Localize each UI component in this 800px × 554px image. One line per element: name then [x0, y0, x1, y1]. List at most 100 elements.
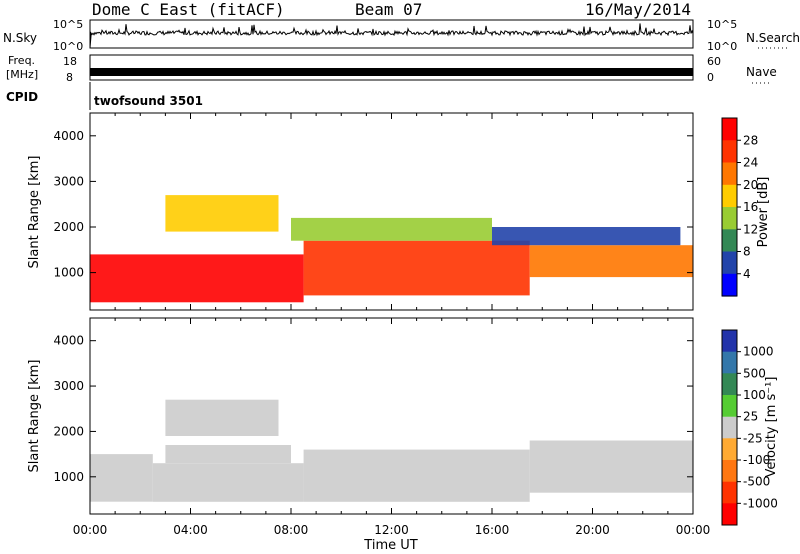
freq-frame — [89, 54, 694, 81]
power-colorbar-label: Power [dB] — [756, 177, 771, 248]
colorbar-tick-label: 8 — [743, 245, 751, 259]
y-tick-label: 4000 — [53, 129, 84, 143]
colorbar-tick-label: 4 — [743, 267, 751, 281]
nsky-left-bottom-tick: 10^0 — [53, 40, 83, 53]
colorbar-tick-label: -100 — [743, 453, 770, 467]
colorbar-tick-label: 16 — [743, 200, 758, 214]
colorbar-tick-label: -500 — [743, 475, 770, 489]
x-tick-labels: 00:00 04:00 08:00 12:00 16:00 20:00 00:00 — [73, 523, 711, 537]
power-y-ticks: 1000 2000 3000 4000 — [53, 129, 693, 280]
colorbar-swatch — [722, 118, 737, 141]
x-tick-label: 08:00 — [274, 523, 309, 537]
y-tick-label: 4000 — [53, 334, 84, 348]
y-tick-label: 2000 — [53, 424, 84, 438]
heatmap-region — [303, 240, 530, 296]
velocity-colorbar-label: Velocity [m s⁻¹] — [764, 377, 779, 478]
colorbar-swatch — [722, 373, 737, 396]
x-tick-label: 04:00 — [173, 523, 208, 537]
cpid-program: twofsound 3501 — [94, 94, 203, 108]
colorbar-tick-label: -25 — [743, 431, 763, 445]
cpid-label: CPID — [6, 90, 38, 104]
station-title: Dome C East (fitACF) — [92, 0, 285, 19]
y-tick-label: 1000 — [53, 470, 84, 484]
colorbar-tick-label: 12 — [743, 222, 758, 236]
y-tick-label: 3000 — [53, 379, 84, 393]
nsky-label: N.Sky — [3, 31, 37, 45]
y-tick-label: 3000 — [53, 174, 84, 188]
nsky-trace — [89, 23, 694, 49]
colorbar-swatch — [722, 251, 737, 275]
freq-trace — [90, 68, 693, 76]
x-tick-label: 16:00 — [475, 523, 510, 537]
colorbar-swatch — [722, 229, 737, 253]
velocity-colorbar: 1000 500 100 25 -25 -100 -500 -1000 — [721, 329, 778, 526]
power-y-axis-label: Slant Range [km] — [27, 156, 42, 269]
colorbar-tick-label: -1000 — [743, 496, 778, 510]
colorbar-swatch — [722, 207, 737, 230]
velocity-panel: 1000 2000 3000 4000 Slant Range [km] — [27, 317, 694, 515]
heatmap-region — [152, 463, 304, 502]
x-tick-label: 00:00 — [73, 523, 108, 537]
colorbar-swatch — [722, 438, 737, 461]
power-colorbar: 28 24 20 16 12 8 4 — [721, 117, 758, 297]
velocity-y-ticks: 1000 2000 3000 4000 — [53, 334, 693, 484]
colorbar-swatch — [722, 416, 737, 439]
colorbar-frame — [721, 329, 738, 526]
colorbar-swatch — [722, 162, 737, 186]
nsky-panel: N.Sky 10^5 10^0 10^5 10^0 N.Search — [3, 18, 800, 53]
colorbar-tick-label: 1000 — [743, 345, 774, 359]
colorbar-tick-label: 24 — [743, 156, 758, 170]
colorbar-swatch — [722, 460, 737, 483]
x-tick-label: 20:00 — [575, 523, 610, 537]
heatmap-region — [303, 449, 530, 502]
nsearch-label: N.Search — [746, 31, 800, 45]
colorbar-swatch — [722, 273, 737, 297]
colorbar-swatch — [722, 503, 737, 526]
beam-title: Beam 07 — [355, 0, 422, 19]
power-panel: 1000 2000 3000 4000 Slant Range [km] — [27, 112, 694, 311]
freq-right-top-tick: 60 — [707, 55, 721, 68]
velocity-x-ticks — [89, 318, 694, 514]
freq-panel: Freq. [MHz] 18 8 60 0 Nave — [6, 54, 777, 84]
freq-label-line2: [MHz] — [6, 68, 38, 81]
freq-left-bottom-tick: 8 — [66, 71, 73, 84]
heatmap-region — [165, 445, 291, 464]
heatmap-region — [165, 195, 279, 232]
cpid-row: CPID twofsound 3501 — [6, 82, 203, 110]
freq-label-line1: Freq. — [8, 54, 35, 67]
heatmap-region — [492, 227, 681, 246]
colorbar-swatch — [722, 140, 737, 164]
x-axis-label: Time UT — [363, 538, 417, 553]
heatmap-region — [529, 440, 693, 493]
nsky-frame — [89, 19, 694, 49]
velocity-heatmap-cells — [90, 399, 693, 502]
nsky-left-top-tick: 10^5 — [53, 18, 83, 31]
heatmap-region — [165, 399, 279, 436]
date-title: 16/May/2014 — [585, 0, 691, 19]
heatmap-region — [90, 454, 153, 502]
freq-left-top-tick: 18 — [63, 55, 77, 68]
heatmap-region — [90, 254, 304, 303]
heatmap-region — [291, 217, 492, 241]
freq-right-bottom-tick: 0 — [707, 71, 714, 84]
colorbar-swatch — [722, 184, 737, 208]
colorbar-swatch — [722, 481, 737, 504]
x-tick-label: 12:00 — [374, 523, 409, 537]
power-x-ticks — [89, 113, 694, 310]
y-tick-label: 2000 — [53, 220, 84, 234]
velocity-y-axis-label: Slant Range [km] — [27, 360, 42, 473]
nsky-right-bottom-tick: 10^0 — [707, 40, 737, 53]
colorbar-tick-label: 25 — [743, 410, 758, 424]
y-tick-label: 1000 — [53, 266, 84, 280]
x-tick-label: 00:00 — [676, 523, 711, 537]
nsky-right-top-tick: 10^5 — [707, 18, 737, 31]
colorbar-swatch — [722, 395, 737, 418]
colorbar-tick-label: 20 — [743, 178, 758, 192]
colorbar-tick-label: 28 — [743, 133, 758, 147]
colorbar-tick-label: 500 — [743, 366, 766, 380]
colorbar-tick-label: 100 — [743, 388, 766, 402]
colorbar-swatch — [722, 351, 737, 374]
colorbar-swatch — [722, 330, 737, 353]
heatmap-region — [529, 245, 693, 278]
